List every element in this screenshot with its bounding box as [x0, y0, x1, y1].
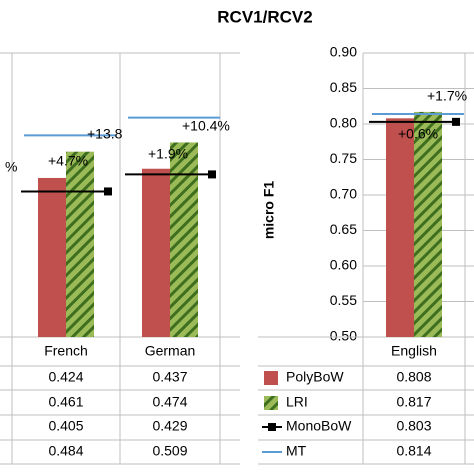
- table-value: 0.429: [152, 418, 187, 434]
- monobow-marker: [21, 187, 112, 196]
- legend-swatch: [264, 371, 278, 385]
- annotation: +4.7%: [48, 153, 88, 169]
- y-tick-label: 0.75: [330, 150, 357, 166]
- monobow-marker: [125, 170, 216, 179]
- table-value: 0.814: [396, 443, 431, 459]
- annotation: +13.8: [87, 126, 123, 142]
- legend-swatch: [268, 423, 276, 431]
- monobow-marker: [369, 117, 460, 126]
- y-axis-label: micro F1: [261, 181, 277, 240]
- y-tick-label: 0.80: [330, 115, 357, 131]
- annotation: +10.4%: [182, 118, 230, 134]
- y-tick-label: 0.85: [330, 79, 357, 95]
- y-tick-label: 0.70: [330, 186, 357, 202]
- table-value: 0.461: [48, 394, 83, 410]
- category-label: English: [391, 343, 437, 359]
- y-tick-label: 0.65: [330, 221, 357, 237]
- bar: [386, 118, 414, 337]
- y-tick-label: 0.50: [330, 328, 357, 344]
- table-value: 0.405: [48, 418, 83, 434]
- table-value: 0.484: [48, 443, 83, 459]
- table-value: 0.437: [152, 369, 187, 385]
- y-tick-label: 0.90: [330, 44, 357, 60]
- annotation: %: [5, 159, 17, 175]
- category-label: French: [44, 343, 88, 359]
- y-tick-label: 0.60: [330, 257, 357, 273]
- legend-label: MonoBoW: [286, 418, 352, 434]
- bar: [170, 142, 198, 337]
- legend-label: MT: [286, 443, 307, 459]
- table-value: 0.509: [152, 443, 187, 459]
- bar: [66, 151, 94, 337]
- bar: [142, 168, 170, 337]
- chart-title: RCV1/RCV2: [217, 7, 312, 26]
- annotation: +0.6%: [398, 126, 438, 142]
- bar: [38, 177, 66, 337]
- category-label: German: [145, 343, 196, 359]
- annotation: +1.9%: [148, 146, 188, 162]
- table-value: 0.474: [152, 394, 187, 410]
- annotation: +1.7%: [427, 88, 467, 104]
- legend-label: LRI: [286, 394, 308, 410]
- legend-label: PolyBoW: [286, 369, 344, 385]
- table-value: 0.817: [396, 394, 431, 410]
- table-value: 0.808: [396, 369, 431, 385]
- table-value: 0.424: [48, 369, 83, 385]
- y-tick-label: 0.55: [330, 292, 357, 308]
- bar: [414, 111, 442, 338]
- table-value: 0.803: [396, 418, 431, 434]
- legend-swatch: [264, 396, 278, 410]
